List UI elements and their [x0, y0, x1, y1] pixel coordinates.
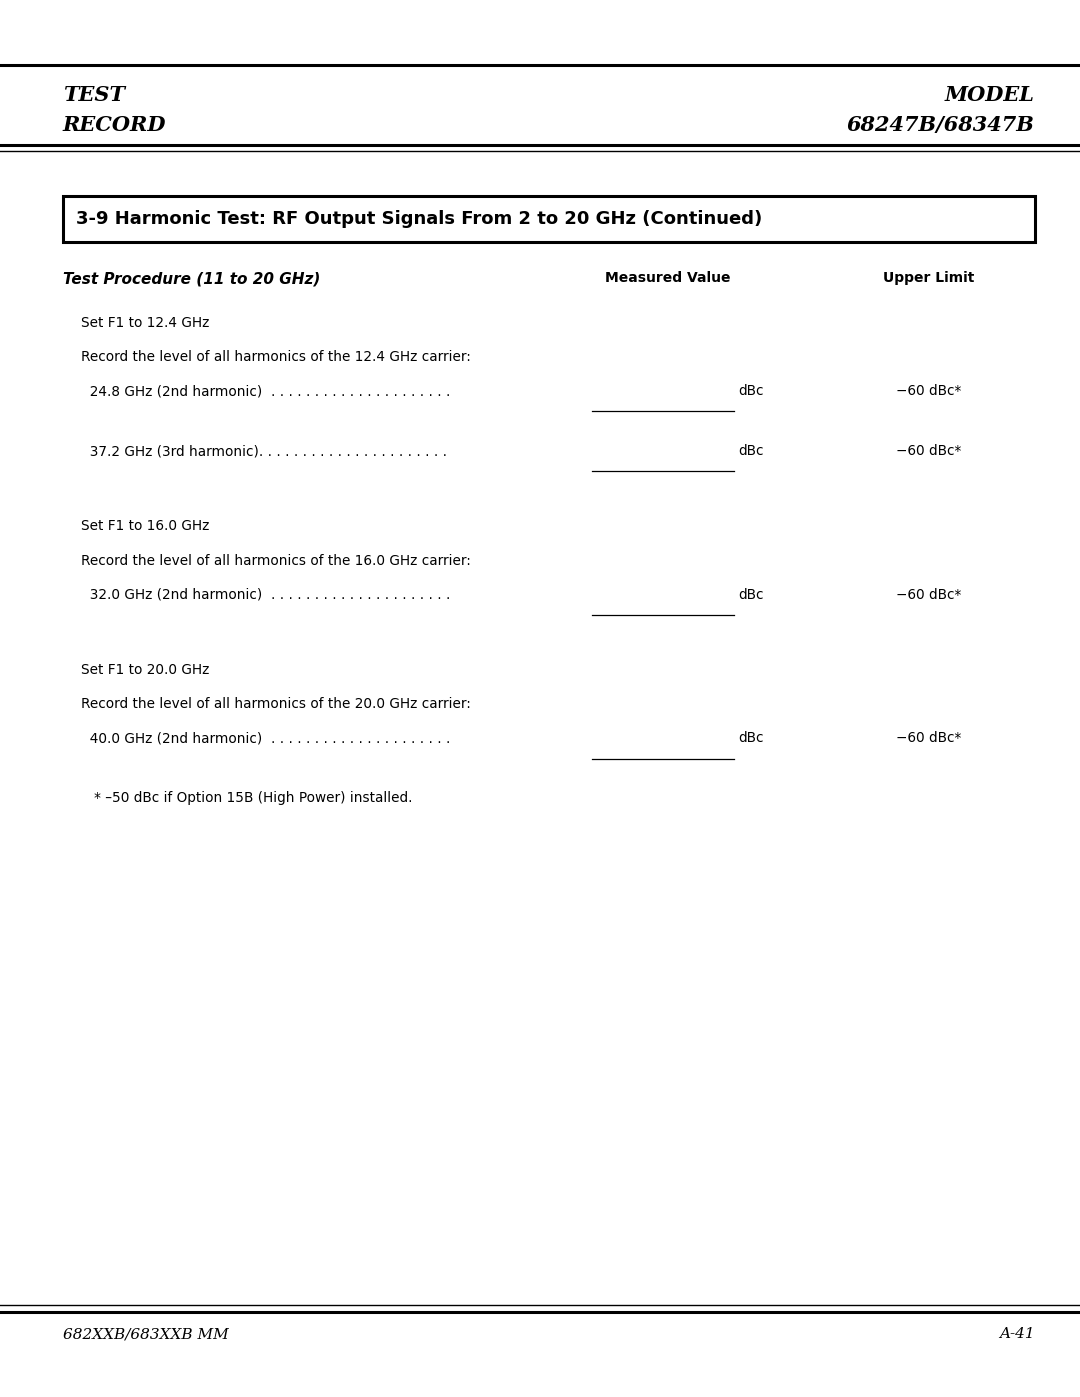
- Text: dBc: dBc: [739, 384, 765, 398]
- Text: 24.8 GHz (2nd harmonic)  . . . . . . . . . . . . . . . . . . . . .: 24.8 GHz (2nd harmonic) . . . . . . . . …: [81, 384, 450, 398]
- Text: 68247B/68347B: 68247B/68347B: [847, 116, 1035, 136]
- Text: 682XXB/683XXB MM: 682XXB/683XXB MM: [63, 1327, 228, 1341]
- Text: −60 dBc*: −60 dBc*: [896, 588, 961, 602]
- Text: 32.0 GHz (2nd harmonic)  . . . . . . . . . . . . . . . . . . . . .: 32.0 GHz (2nd harmonic) . . . . . . . . …: [81, 588, 450, 602]
- Text: 3-9 Harmonic Test: RF Output Signals From 2 to 20 GHz (Continued): 3-9 Harmonic Test: RF Output Signals Fro…: [76, 210, 761, 228]
- Text: dBc: dBc: [739, 731, 765, 746]
- Text: Upper Limit: Upper Limit: [883, 271, 974, 285]
- Text: Record the level of all harmonics of the 16.0 GHz carrier:: Record the level of all harmonics of the…: [81, 553, 471, 567]
- Text: dBc: dBc: [739, 588, 765, 602]
- Text: Record the level of all harmonics of the 20.0 GHz carrier:: Record the level of all harmonics of the…: [81, 697, 471, 711]
- Text: 37.2 GHz (3rd harmonic). . . . . . . . . . . . . . . . . . . . . .: 37.2 GHz (3rd harmonic). . . . . . . . .…: [81, 444, 447, 458]
- Text: −60 dBc*: −60 dBc*: [896, 444, 961, 458]
- Text: TEST: TEST: [63, 84, 124, 105]
- Text: Test Procedure (11 to 20 GHz): Test Procedure (11 to 20 GHz): [63, 271, 320, 286]
- Bar: [63, 196, 1035, 242]
- Text: Set F1 to 20.0 GHz: Set F1 to 20.0 GHz: [81, 662, 210, 678]
- Text: * –50 dBc if Option 15B (High Power) installed.: * –50 dBc if Option 15B (High Power) ins…: [81, 791, 413, 806]
- Text: Record the level of all harmonics of the 12.4 GHz carrier:: Record the level of all harmonics of the…: [81, 351, 471, 365]
- Text: −60 dBc*: −60 dBc*: [896, 384, 961, 398]
- Text: dBc: dBc: [739, 444, 765, 458]
- Text: 40.0 GHz (2nd harmonic)  . . . . . . . . . . . . . . . . . . . . .: 40.0 GHz (2nd harmonic) . . . . . . . . …: [81, 731, 450, 746]
- Text: RECORD: RECORD: [63, 116, 166, 136]
- Text: Set F1 to 12.4 GHz: Set F1 to 12.4 GHz: [81, 316, 210, 330]
- Text: A-41: A-41: [999, 1327, 1035, 1341]
- Text: −60 dBc*: −60 dBc*: [896, 731, 961, 746]
- Text: Measured Value: Measured Value: [605, 271, 730, 285]
- Text: MODEL: MODEL: [945, 84, 1035, 105]
- Text: Set F1 to 16.0 GHz: Set F1 to 16.0 GHz: [81, 520, 210, 534]
